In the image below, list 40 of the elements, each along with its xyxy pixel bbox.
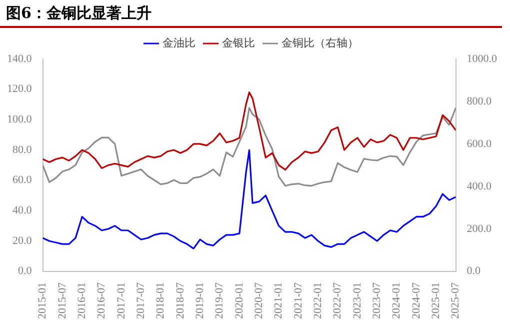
x-tick-label: 2021-07	[292, 282, 304, 320]
x-tick-label: 2018-01	[154, 282, 167, 320]
x-tick-label: 2021-01	[272, 282, 285, 320]
x-tick-label: 2016-01	[76, 282, 88, 320]
y-tick-label: 60.0	[12, 174, 32, 186]
x-tick-label: 2024-01	[390, 282, 403, 320]
y-tick-label: 40.0	[12, 204, 32, 217]
y2-tick-label: 200.0	[466, 222, 492, 235]
y-tick-label: 120.0	[7, 83, 32, 96]
y-tick-label: 0.0	[18, 265, 32, 278]
y-tick-label: 100.0	[7, 114, 32, 126]
x-tick-label: 2025-07	[450, 282, 462, 320]
x-tick-label: 2023-07	[370, 282, 383, 320]
x-tick-label: 2025-01	[430, 282, 442, 320]
x-tick-label: 2016-07	[96, 282, 108, 320]
x-tick-label: 2024-07	[410, 282, 422, 320]
x-tick-label: 2015-07	[56, 282, 68, 320]
y2-tick-label: 1000.0	[466, 52, 498, 65]
x-tick-label: 2022-07	[332, 282, 344, 320]
y-tick-label: 20.0	[12, 234, 32, 247]
y-tick-label: 140.0	[7, 52, 32, 65]
y2-tick-label: 400.0	[466, 180, 492, 192]
y2-tick-label: 600.0	[466, 138, 492, 150]
legend-label: 金铜比（右轴）	[281, 36, 358, 50]
x-tick-label: 2022-01	[312, 282, 324, 320]
x-tick-label: 2015-01	[36, 282, 49, 320]
x-tick-label: 2018-07	[174, 282, 186, 320]
y2-tick-label: 0.0	[466, 265, 481, 278]
chart-title: 图6：金铜比显著上升	[0, 0, 502, 28]
x-tick-label: 2017-01	[115, 282, 128, 320]
x-tick-label: 2020-01	[233, 282, 246, 320]
x-tick-label: 2017-07	[134, 282, 147, 320]
y2-tick-label: 800.0	[466, 95, 492, 108]
legend-label: 金油比	[162, 36, 196, 50]
y-tick-label: 80.0	[12, 144, 32, 156]
x-tick-label: 2023-01	[351, 282, 364, 320]
x-tick-label: 2019-01	[194, 282, 206, 320]
x-tick-label: 2020-07	[252, 282, 265, 320]
x-tick-label: 2019-07	[214, 282, 226, 320]
legend-label: 金银比	[222, 36, 255, 50]
